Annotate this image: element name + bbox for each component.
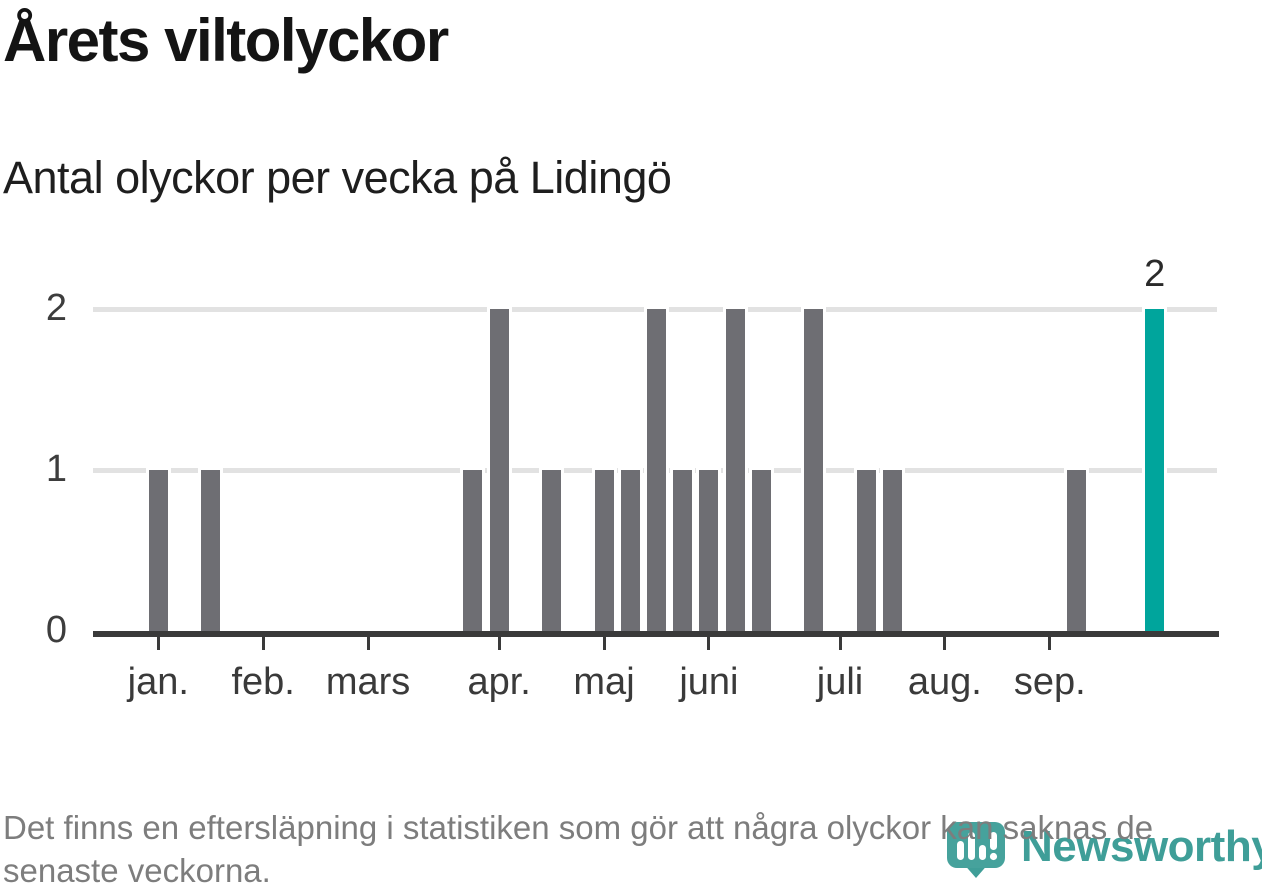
footer-note-line1: Det finns en eftersläpning i statistiken… — [3, 809, 1154, 846]
x-tick-juni — [707, 637, 711, 650]
bar-week-29 — [882, 470, 902, 631]
x-tick-maj — [602, 637, 606, 650]
x-tick-jan — [156, 637, 160, 650]
bar-week-28 — [856, 470, 876, 631]
x-axis-label-jan: jan. — [127, 661, 189, 703]
x-axis-line — [93, 631, 1219, 637]
bar-week-18 — [594, 470, 614, 631]
bar-week-26 — [804, 309, 824, 631]
bar-week-3 — [201, 470, 221, 631]
bar-week-23 — [725, 309, 745, 631]
y-axis-label-1: 1 — [45, 448, 67, 490]
bar-week-36 — [1066, 470, 1086, 631]
bar-week-1 — [148, 470, 168, 631]
x-tick-sep — [1048, 637, 1052, 650]
footer-note-line2: senaste veckorna. — [3, 852, 271, 889]
x-axis-label-mars: mars — [325, 661, 411, 703]
bar-week-24 — [751, 470, 771, 631]
x-tick-apr — [497, 637, 501, 650]
y-axis-label-0: 0 — [45, 609, 67, 651]
bar-week-22 — [699, 470, 719, 631]
x-tick-aug — [943, 637, 947, 650]
x-axis-label-maj: maj — [573, 661, 635, 703]
x-axis-label-juli: juli — [816, 661, 864, 703]
latest-bar-value-label: 2 — [1144, 253, 1166, 295]
chart-subtitle: Antal olyckor per vecka på Lidingö — [3, 152, 672, 203]
bar-week-20 — [646, 309, 666, 631]
x-tick-feb — [261, 637, 265, 650]
bar-week-16 — [542, 470, 562, 631]
x-tick-mars — [366, 637, 370, 650]
x-axis-label-aug: aug. — [907, 661, 982, 703]
y-axis-label-2: 2 — [45, 287, 67, 329]
bar-week-39 — [1145, 309, 1165, 631]
x-axis-label-apr: apr. — [467, 661, 531, 703]
newsworthy-bubble-chart-icon — [945, 820, 1007, 879]
x-axis-label-feb: feb. — [231, 661, 295, 703]
bar-week-19 — [620, 470, 640, 631]
x-axis-label-juni: juni — [679, 661, 739, 703]
bar-week-21 — [673, 470, 693, 631]
x-axis-label-sep: sep. — [1013, 661, 1086, 703]
bar-week-13 — [463, 470, 483, 631]
bar-week-14 — [489, 309, 509, 631]
x-tick-juli — [838, 637, 842, 650]
page-title: Årets viltolyckor — [3, 7, 449, 74]
footer-note: Det finns en eftersläpning i statistiken… — [3, 806, 1262, 892]
newsworthy-wordmark: Newsworthy — [1021, 822, 1262, 871]
newsworthy-logo: Newsworthy — [945, 820, 1262, 879]
